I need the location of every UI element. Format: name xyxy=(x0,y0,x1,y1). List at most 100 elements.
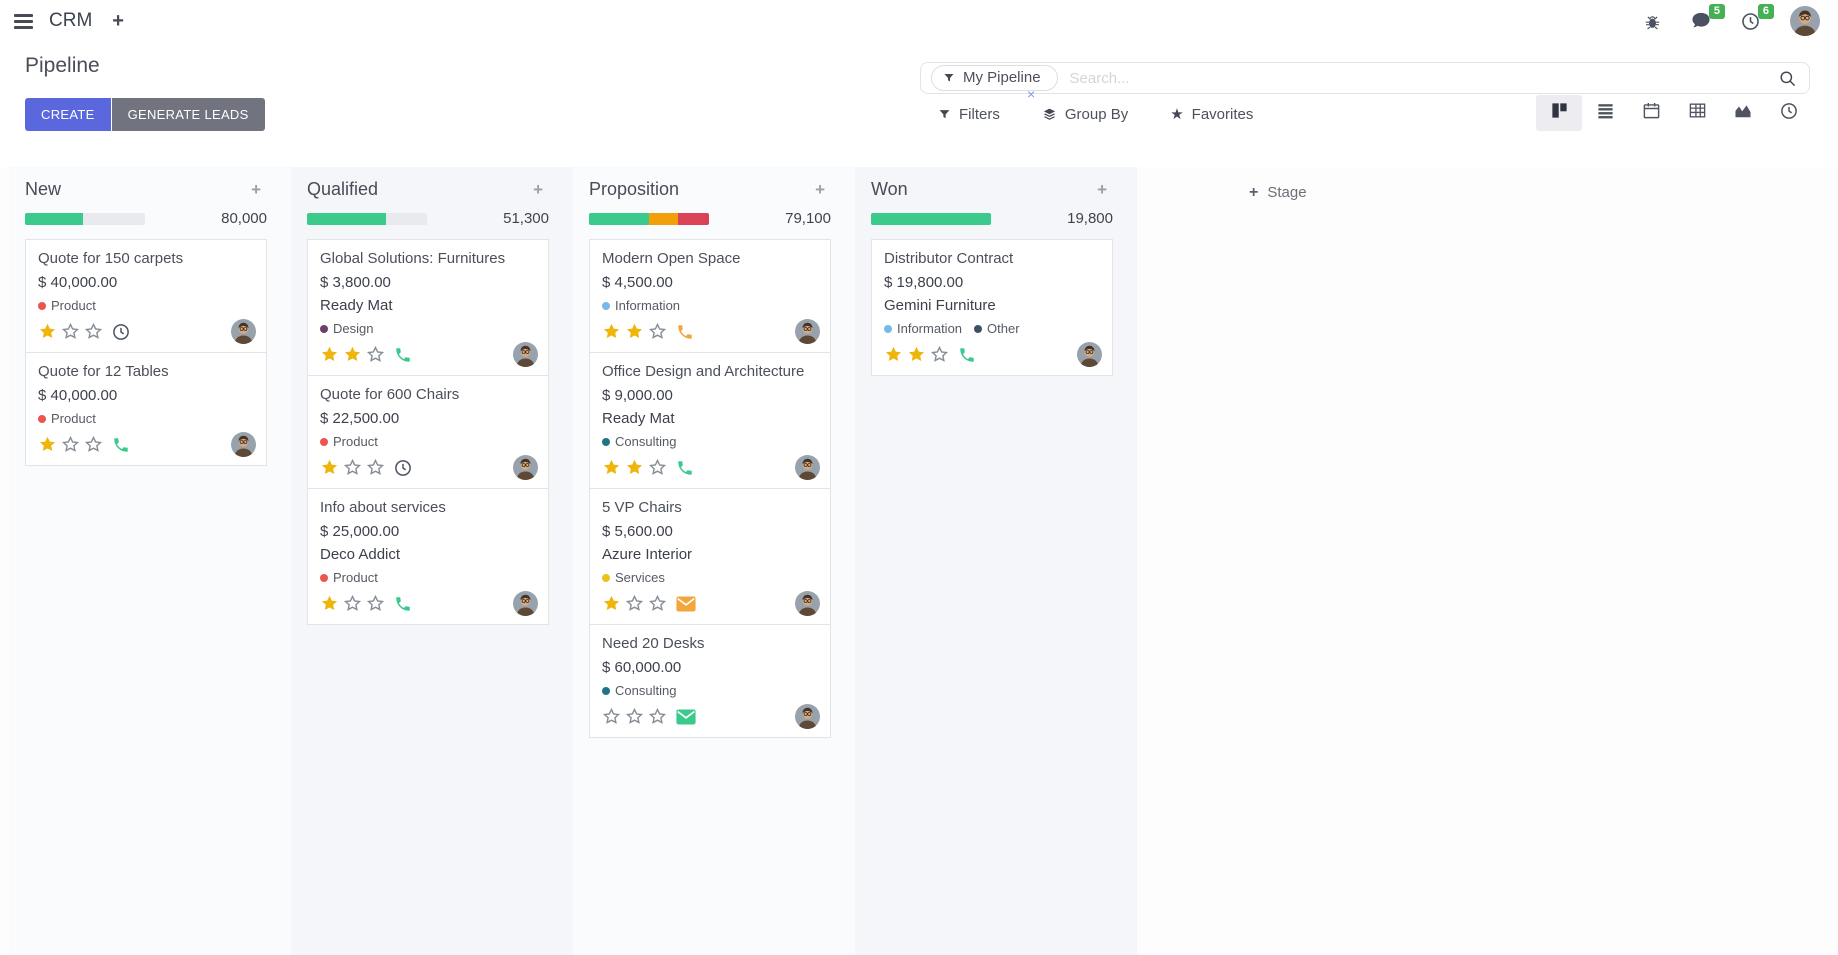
column-progressbar[interactable] xyxy=(871,212,991,225)
create-button[interactable]: CREATE xyxy=(25,98,111,131)
star-empty-icon[interactable] xyxy=(648,322,667,341)
messages-icon[interactable]: 5 xyxy=(1691,4,1725,30)
tag-label: Design xyxy=(333,321,374,336)
view-switcher-kanban[interactable] xyxy=(1536,95,1582,131)
kanban-card[interactable]: Office Design and Architecture $ 9,000.00… xyxy=(589,352,831,489)
phone-activity-icon[interactable] xyxy=(676,323,694,341)
phone-activity-icon[interactable] xyxy=(394,346,412,364)
view-switcher-calendar[interactable] xyxy=(1628,95,1674,131)
priority-stars[interactable] xyxy=(320,594,385,613)
envelope-activity-icon[interactable] xyxy=(676,709,696,725)
star-empty-icon[interactable] xyxy=(602,707,621,726)
debug-bug-icon[interactable] xyxy=(1644,13,1661,30)
activities-clock-icon[interactable]: 6 xyxy=(1741,3,1774,31)
add-card-button[interactable]: + xyxy=(533,179,543,199)
phone-activity-icon[interactable] xyxy=(112,436,130,454)
star-filled-icon[interactable] xyxy=(320,345,339,364)
app-name[interactable]: CRM xyxy=(49,10,93,31)
kanban-card[interactable]: Quote for 150 carpets $ 40,000.00 Product xyxy=(25,239,267,353)
star-empty-icon[interactable] xyxy=(84,435,103,454)
star-empty-icon[interactable] xyxy=(648,458,667,477)
column-progressbar[interactable] xyxy=(307,212,427,225)
assignee-avatar xyxy=(231,432,256,457)
phone-activity-icon[interactable] xyxy=(676,459,694,477)
add-card-button[interactable]: + xyxy=(251,179,261,199)
star-empty-icon[interactable] xyxy=(366,594,385,613)
facet-label: My Pipeline xyxy=(963,69,1041,86)
clock-activity-icon[interactable] xyxy=(394,459,412,477)
star-empty-icon[interactable] xyxy=(84,322,103,341)
star-empty-icon[interactable] xyxy=(625,707,644,726)
star-empty-icon[interactable] xyxy=(930,345,949,364)
star-empty-icon[interactable] xyxy=(61,322,80,341)
progress-segment xyxy=(649,212,678,225)
star-empty-icon[interactable] xyxy=(366,345,385,364)
star-filled-icon[interactable] xyxy=(884,345,903,364)
priority-stars[interactable] xyxy=(38,322,103,341)
calendar-view-icon xyxy=(1642,101,1661,125)
star-filled-icon[interactable] xyxy=(343,345,362,364)
kanban-card[interactable]: Modern Open Space $ 4,500.00 Information xyxy=(589,239,831,353)
group-by-menu[interactable]: Group By xyxy=(1042,106,1128,123)
add-card-button[interactable]: + xyxy=(815,179,825,199)
star-empty-icon[interactable] xyxy=(648,707,667,726)
phone-activity-icon[interactable] xyxy=(394,595,412,613)
star-filled-icon[interactable] xyxy=(38,435,57,454)
priority-stars[interactable] xyxy=(602,594,667,613)
tag-consulting: Consulting xyxy=(602,434,676,449)
user-avatar[interactable] xyxy=(1790,6,1820,36)
kanban-card[interactable]: 5 VP Chairs $ 5,600.00 Azure Interior Servi… xyxy=(589,488,831,625)
search-input[interactable] xyxy=(1067,68,1778,88)
facet-remove-icon[interactable]: × xyxy=(1027,86,1036,102)
priority-stars[interactable] xyxy=(602,707,667,726)
star-filled-icon[interactable] xyxy=(320,458,339,477)
priority-stars[interactable] xyxy=(602,458,667,477)
clock-activity-icon[interactable] xyxy=(112,323,130,341)
priority-stars[interactable] xyxy=(602,322,667,341)
view-switcher-pivot[interactable] xyxy=(1674,95,1720,131)
star-filled-icon[interactable] xyxy=(625,322,644,341)
view-switcher-activity[interactable] xyxy=(1766,95,1812,131)
kanban-card[interactable]: Quote for 12 Tables $ 40,000.00 Product xyxy=(25,352,267,466)
envelope-activity-icon[interactable] xyxy=(676,596,696,612)
priority-stars[interactable] xyxy=(320,345,385,364)
phone-activity-icon[interactable] xyxy=(958,346,976,364)
tag-label: Product xyxy=(333,434,378,449)
star-filled-icon[interactable] xyxy=(38,322,57,341)
generate-leads-button[interactable]: GENERATE LEADS xyxy=(111,98,265,131)
kanban-card[interactable]: Global Solutions: Furnitures $ 3,800.00 Re… xyxy=(307,239,549,376)
star-filled-icon[interactable] xyxy=(602,458,621,477)
star-filled-icon[interactable] xyxy=(320,594,339,613)
star-empty-icon[interactable] xyxy=(343,594,362,613)
star-filled-icon[interactable] xyxy=(602,322,621,341)
kanban-card[interactable]: Info about services $ 25,000.00 Deco Addic… xyxy=(307,488,549,625)
star-empty-icon[interactable] xyxy=(61,435,80,454)
kanban-card[interactable]: Quote for 600 Chairs $ 22,500.00 Product xyxy=(307,375,549,489)
star-empty-icon[interactable] xyxy=(343,458,362,477)
add-stage-button[interactable]: + Stage xyxy=(1249,184,1307,201)
view-switcher-graph[interactable] xyxy=(1720,95,1766,131)
column-progressbar[interactable] xyxy=(589,212,709,225)
apps-menu-icon[interactable] xyxy=(10,10,37,33)
column-progressbar[interactable] xyxy=(25,212,145,225)
star-filled-icon[interactable] xyxy=(625,458,644,477)
view-switcher-list[interactable] xyxy=(1582,95,1628,131)
priority-stars[interactable] xyxy=(38,435,103,454)
priority-stars[interactable] xyxy=(320,458,385,477)
favorites-menu[interactable]: ★ Favorites xyxy=(1170,106,1253,123)
search-icon[interactable] xyxy=(1778,69,1797,88)
filters-menu[interactable]: Filters xyxy=(938,106,1000,123)
nav-plus-icon[interactable]: + xyxy=(112,10,124,32)
kanban-card[interactable]: Need 20 Desks $ 60,000.00 Consulting xyxy=(589,624,831,738)
tag-information: Information xyxy=(884,321,962,336)
add-card-button[interactable]: + xyxy=(1097,179,1107,199)
search-facet-my-pipeline[interactable]: My Pipeline xyxy=(931,65,1058,91)
star-empty-icon[interactable] xyxy=(648,594,667,613)
priority-stars[interactable] xyxy=(884,345,949,364)
star-empty-icon[interactable] xyxy=(366,458,385,477)
star-empty-icon[interactable] xyxy=(625,594,644,613)
kanban-card[interactable]: Distributor Contract $ 19,800.00 Gemini Fu… xyxy=(871,239,1113,376)
star-filled-icon[interactable] xyxy=(602,594,621,613)
card-title: Quote for 12 Tables xyxy=(38,363,169,380)
star-filled-icon[interactable] xyxy=(907,345,926,364)
